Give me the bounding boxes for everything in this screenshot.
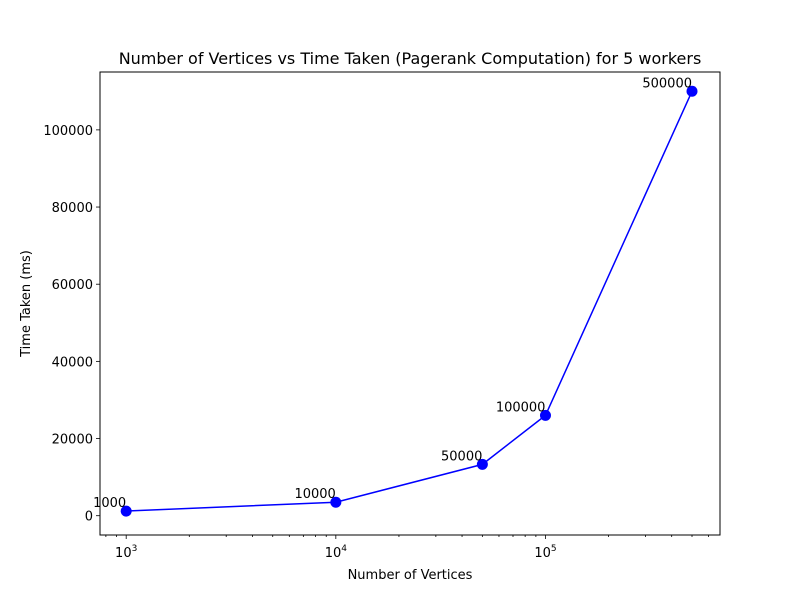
x-tick-label: 103 — [115, 544, 137, 561]
series-line — [126, 90, 693, 512]
y-tick-label: 20000 — [52, 433, 93, 448]
x-tick-label-exponent: 3 — [132, 544, 138, 554]
x-axis: 103 104 105 — [105, 535, 710, 561]
x-tick-label: 104 — [325, 544, 348, 561]
data-point — [476, 458, 488, 470]
x-tick-label-base: 10 — [115, 546, 132, 561]
data-point-label: 10000 — [294, 487, 335, 502]
y-axis-label: Time Taken (ms) — [19, 250, 34, 358]
y-tick-label: 40000 — [52, 355, 93, 370]
data-point — [120, 505, 132, 517]
series-group: 1000 10000 50000 100000 500000 — [93, 76, 698, 517]
y-tick-label: 60000 — [52, 278, 93, 293]
data-point — [539, 409, 551, 421]
x-tick-label-exponent: 5 — [551, 544, 557, 554]
x-axis-label: Number of Vertices — [348, 568, 473, 583]
x-tick-label-base: 10 — [325, 546, 342, 561]
chart-title: Number of Vertices vs Time Taken (Pagera… — [119, 49, 702, 68]
data-point-label: 1000 — [93, 496, 126, 511]
data-point — [330, 496, 342, 508]
plot-frame — [99, 71, 721, 536]
y-tick-label: 80000 — [52, 201, 93, 216]
y-tick-label: 100000 — [43, 124, 93, 139]
y-tick-label: 0 — [85, 510, 93, 525]
y-axis: 0 20000 40000 60000 80000 100000 — [43, 124, 100, 525]
data-point-label: 500000 — [642, 76, 692, 91]
data-point — [686, 85, 698, 97]
x-tick-label-exponent: 4 — [341, 544, 347, 554]
data-point-label: 50000 — [441, 449, 482, 464]
x-tick-label: 105 — [534, 544, 556, 561]
data-point-label: 100000 — [496, 400, 546, 415]
x-tick-label-base: 10 — [534, 546, 551, 561]
